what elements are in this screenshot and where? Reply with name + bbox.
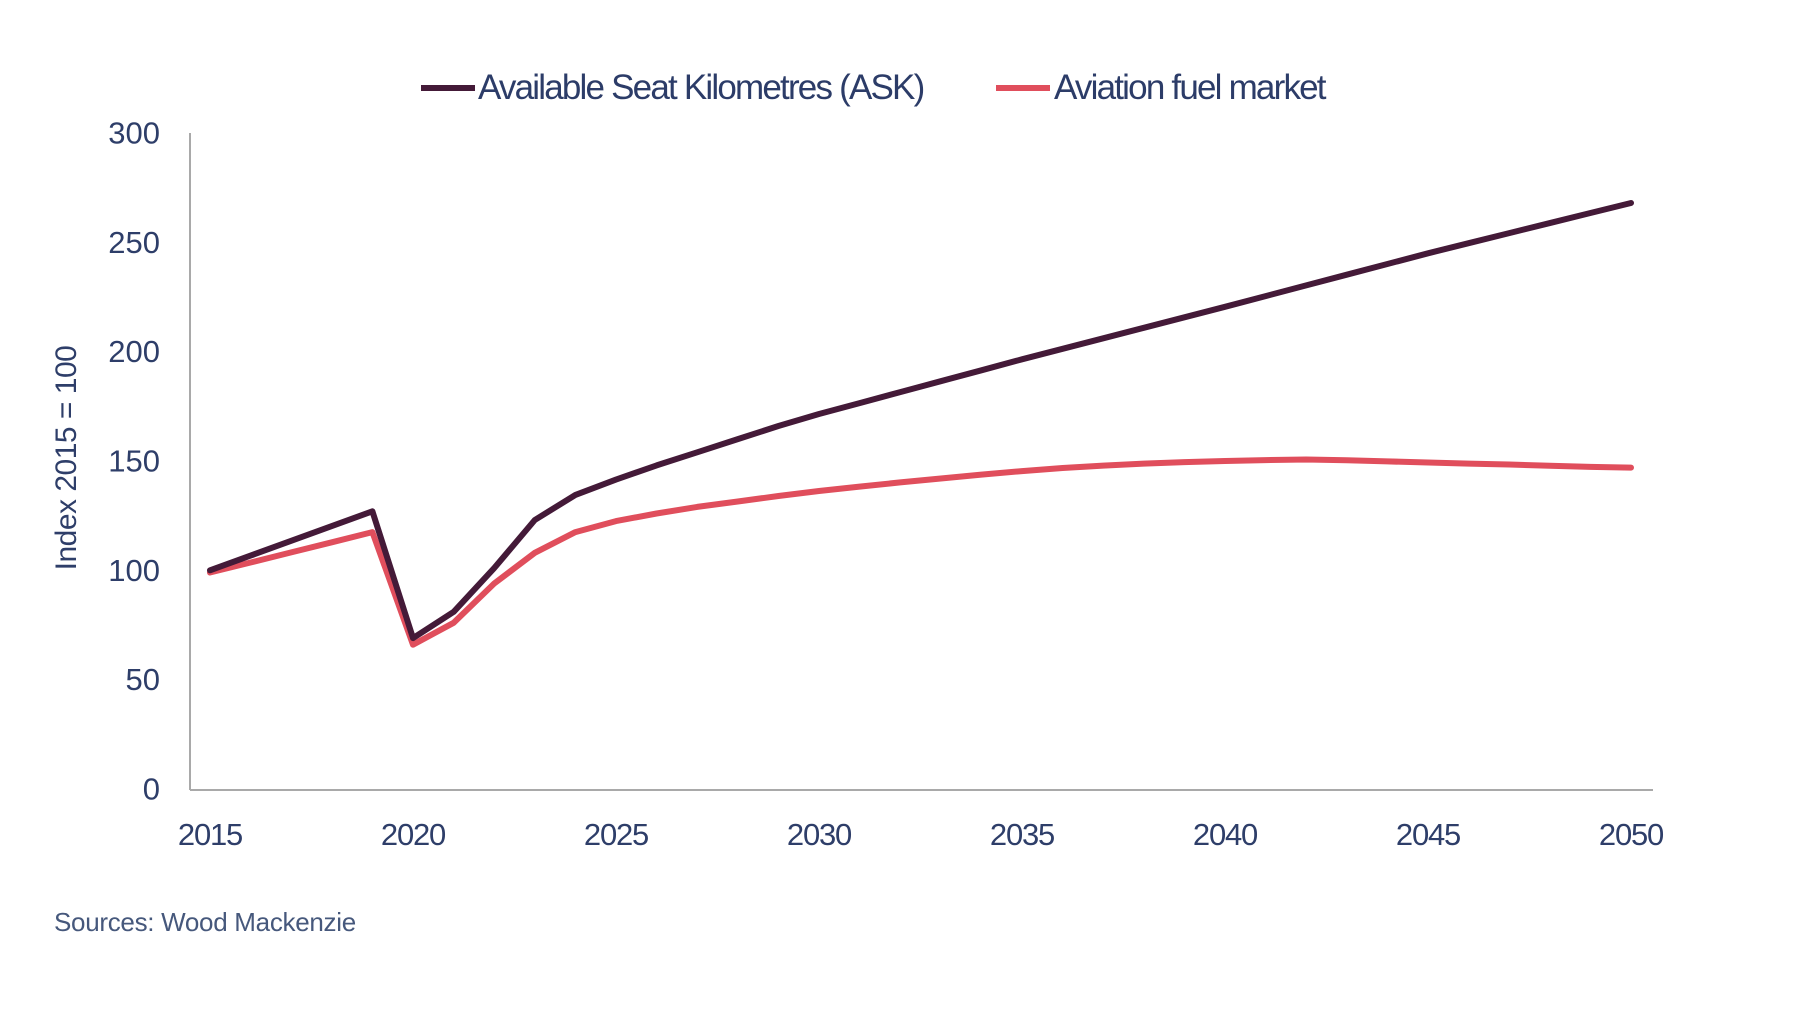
svg-text:0: 0 [143,772,160,807]
svg-text:2040: 2040 [1193,817,1258,852]
svg-text:150: 150 [108,444,160,479]
svg-text:300: 300 [108,116,160,151]
svg-text:250: 250 [108,225,160,260]
svg-text:Available Seat Kilometres (ASK: Available Seat Kilometres (ASK) [478,68,924,107]
svg-text:50: 50 [126,662,160,697]
svg-text:2025: 2025 [584,817,648,852]
svg-text:Aviation fuel market: Aviation fuel market [1054,68,1327,107]
svg-text:2030: 2030 [787,817,852,852]
svg-text:2015: 2015 [178,817,242,852]
svg-text:2045: 2045 [1396,817,1460,852]
svg-text:Sources: Wood Mackenzie: Sources: Wood Mackenzie [54,907,356,937]
svg-text:Index 2015 = 100: Index 2015 = 100 [50,346,83,571]
svg-text:100: 100 [108,553,160,588]
svg-text:2020: 2020 [381,817,446,852]
svg-text:200: 200 [108,334,160,369]
svg-text:2050: 2050 [1599,817,1664,852]
svg-text:2035: 2035 [990,817,1054,852]
